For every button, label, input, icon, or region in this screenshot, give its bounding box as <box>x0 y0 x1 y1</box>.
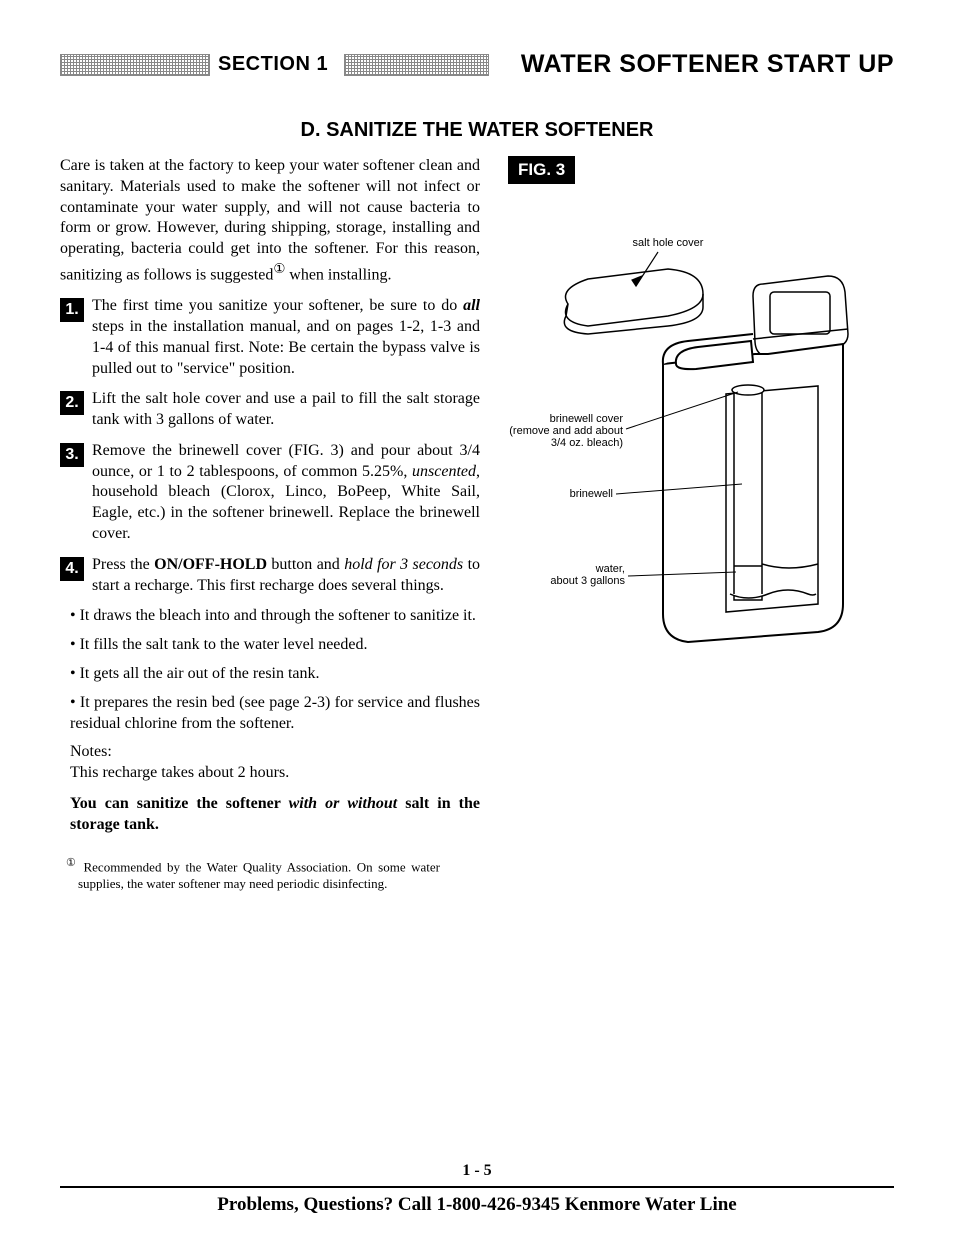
step-text: steps in the installation manual, and on… <box>92 318 480 377</box>
step-body: Remove the brinewell cover (FIG. 3) and … <box>92 441 480 545</box>
step-body: The first time you sanitize your softene… <box>92 296 480 379</box>
diagram-label-brinewell-cover-3: 3/4 oz. bleach) <box>551 437 623 449</box>
diagram-label-brinewell: brinewell <box>570 488 613 500</box>
notes-block: Notes: This recharge takes about 2 hours… <box>70 742 480 784</box>
intro-text: Care is taken at the factory to keep you… <box>60 157 480 283</box>
notes-body: This recharge takes about 2 hours. <box>70 764 289 781</box>
softener-diagram: salt hole cover <box>508 194 878 674</box>
content-columns: Care is taken at the factory to keep you… <box>60 156 894 893</box>
intro-footnote-ref: ① <box>273 261 285 276</box>
diagram-label-brinewell-cover-1: brinewell cover <box>550 413 624 425</box>
step-number: 3. <box>60 443 84 467</box>
footnote-marker: ① <box>66 857 78 869</box>
bullet-item: • It prepares the resin bed (see page 2-… <box>70 693 480 735</box>
step-emphasis: hold for 3 seconds <box>344 556 463 573</box>
diagram-label-water-2: about 3 gallons <box>550 575 625 587</box>
step-body: Press the ON/OFF-HOLD button and hold fo… <box>92 555 480 597</box>
step-number: 4. <box>60 557 84 581</box>
hatch-decoration <box>60 54 210 76</box>
step-text: Lift the salt hole cover and use a pail … <box>92 390 480 428</box>
footnote-text: Recommended by the Water Quality Associa… <box>78 859 440 891</box>
page-number: 1 - 5 <box>0 1162 954 1180</box>
hatch-decoration <box>344 54 489 76</box>
bullet-item: • It gets all the air out of the resin t… <box>70 664 480 685</box>
step-1: 1. The first time you sanitize your soft… <box>60 296 480 379</box>
left-column: Care is taken at the factory to keep you… <box>60 156 480 893</box>
page-title: WATER SOFTENER START UP <box>497 50 894 79</box>
footer-text: Problems, Questions? Call 1-800-426-9345… <box>0 1194 954 1216</box>
right-column: FIG. 3 salt hole cover <box>508 156 878 893</box>
bullet-item: • It draws the bleach into and through t… <box>70 606 480 627</box>
diagram-label-water-1: water, <box>595 563 625 575</box>
section-subtitle: D. SANITIZE THE WATER SOFTENER <box>60 119 894 142</box>
step-text: button and <box>267 556 344 573</box>
step-3: 3. Remove the brinewell cover (FIG. 3) a… <box>60 441 480 545</box>
step-2: 2. Lift the salt hole cover and use a pa… <box>60 389 480 431</box>
figure-label: FIG. 3 <box>508 156 575 184</box>
footnote: ① Recommended by the Water Quality Assoc… <box>78 856 480 893</box>
step-text: Press the <box>92 556 154 573</box>
sanitize-note: You can sanitize the softener with or wi… <box>70 794 480 836</box>
step-4: 4. Press the ON/OFF-HOLD button and hold… <box>60 555 480 597</box>
bullet-item: • It fills the salt tank to the water le… <box>70 635 480 656</box>
section-label: SECTION 1 <box>218 53 328 76</box>
page-header: SECTION 1 WATER SOFTENER START UP <box>60 50 894 79</box>
step-number: 1. <box>60 298 84 322</box>
step-emphasis: unscented <box>412 463 476 480</box>
step-text: The first time you sanitize your softene… <box>92 297 463 314</box>
step-bold: ON/OFF-HOLD <box>154 556 267 573</box>
step-emphasis: all <box>463 297 480 314</box>
intro-tail: when installing. <box>285 266 391 283</box>
step-body: Lift the salt hole cover and use a pail … <box>92 389 480 431</box>
bold-emphasis: with or without <box>289 795 398 812</box>
diagram-label-salt-cover: salt hole cover <box>633 237 704 249</box>
intro-paragraph: Care is taken at the factory to keep you… <box>60 156 480 286</box>
footer-rule <box>60 1186 894 1188</box>
bold-text: You can sanitize the softener <box>70 795 289 812</box>
diagram-label-brinewell-cover-2: (remove and add about <box>509 425 623 437</box>
notes-label: Notes: <box>70 743 112 760</box>
step-number: 2. <box>60 391 84 415</box>
